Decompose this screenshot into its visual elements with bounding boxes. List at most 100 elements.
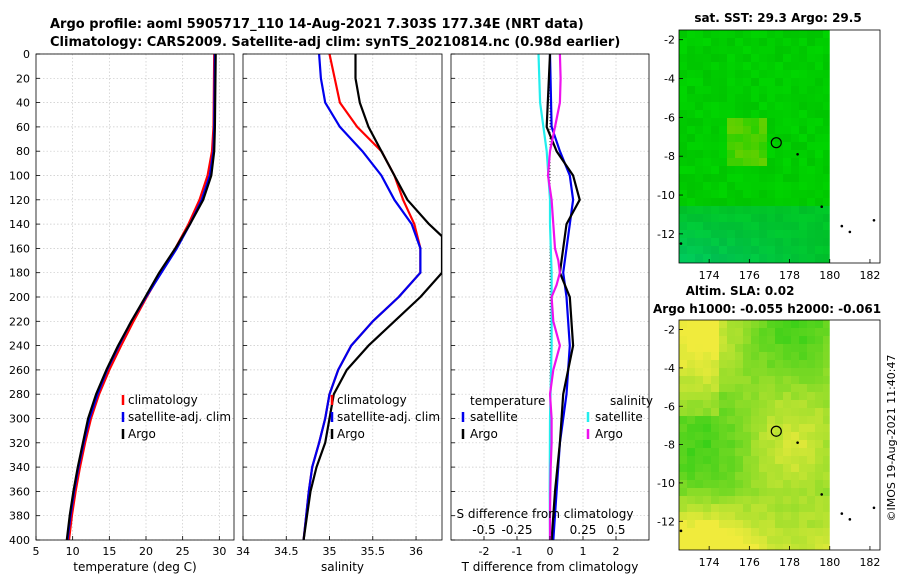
map-cell: [815, 392, 823, 400]
map-cell: [679, 368, 687, 376]
map-cell: [687, 328, 695, 336]
map-cell: [815, 528, 823, 536]
map-cell: [679, 464, 687, 472]
map-cell: [807, 262, 815, 263]
map-cell: [743, 448, 751, 456]
map-cell: [791, 158, 799, 166]
map-cell: [743, 126, 751, 134]
map-cell: [783, 102, 791, 110]
map-cell: [711, 230, 719, 238]
map-cell: [719, 360, 727, 368]
map-cell: [759, 230, 767, 238]
map-cell: [775, 360, 783, 368]
map-cell: [711, 384, 719, 392]
sst-map-title: sat. SST: 29.3 Argo: 29.5: [694, 11, 861, 25]
map-cell: [775, 70, 783, 78]
map-cell: [743, 480, 751, 488]
map-cell: [783, 142, 791, 150]
map-cell: [719, 408, 727, 416]
map-cell: [695, 182, 703, 190]
map-cell: [791, 440, 799, 448]
map-cell: [711, 246, 719, 254]
map-cell: [759, 472, 767, 480]
map-cell: [823, 262, 830, 263]
map-cell: [783, 78, 791, 86]
map-cell: [767, 376, 775, 384]
map-cell: [823, 134, 830, 142]
map-cell: [679, 456, 687, 464]
map-cell: [711, 62, 719, 70]
map-cell: [695, 408, 703, 416]
map-cell: [735, 222, 743, 230]
map-cell: [799, 528, 807, 536]
map-cell: [815, 344, 823, 352]
map-cell: [711, 126, 719, 134]
map-cell: [823, 328, 830, 336]
map-cell: [775, 520, 783, 528]
map-cell: [767, 504, 775, 512]
map-cell: [759, 182, 767, 190]
y-tick-label: -4: [664, 362, 675, 375]
map-cell: [735, 174, 743, 182]
map-cell: [815, 480, 823, 488]
map-cell: [823, 472, 830, 480]
map-cell: [823, 78, 830, 86]
map-cell: [751, 238, 759, 246]
map-cell: [767, 246, 775, 254]
map-cell: [751, 142, 759, 150]
map-cell: [687, 520, 695, 528]
map-cell: [687, 262, 695, 263]
map-cell: [687, 512, 695, 520]
map-cell: [799, 46, 807, 54]
map-cell: [759, 238, 767, 246]
map-cell: [751, 480, 759, 488]
map-cell: [687, 336, 695, 344]
map-cell: [783, 496, 791, 504]
map-cell: [727, 416, 735, 424]
map-cell: [703, 544, 711, 550]
map-cell: [695, 198, 703, 206]
map-cell: [799, 182, 807, 190]
map-cell: [767, 320, 775, 328]
map-cell: [703, 320, 711, 328]
map-cell: [679, 392, 687, 400]
map-cell: [823, 62, 830, 70]
map-cell: [807, 158, 815, 166]
map-cell: [823, 496, 830, 504]
map-cell: [703, 408, 711, 416]
secondary-tick-label: -0.25: [501, 523, 532, 537]
map-cell: [687, 110, 695, 118]
map-cell: [807, 544, 815, 550]
map-cell: [703, 190, 711, 198]
map-cell: [767, 238, 775, 246]
map-cell: [703, 472, 711, 480]
map-cell: [695, 46, 703, 54]
map-cell: [767, 174, 775, 182]
map-cell: [719, 352, 727, 360]
map-cell: [799, 62, 807, 70]
map-cell: [807, 464, 815, 472]
map-cell: [759, 328, 767, 336]
map-cell: [687, 30, 695, 38]
map-cell: [783, 536, 791, 544]
map-cell: [679, 328, 687, 336]
map-cell: [783, 520, 791, 528]
map-cell: [799, 448, 807, 456]
map-cell: [695, 504, 703, 512]
map-cell: [799, 142, 807, 150]
map-cell: [703, 206, 711, 214]
map-cell: [775, 190, 783, 198]
map-cell: [727, 206, 735, 214]
map-cell: [799, 70, 807, 78]
map-cell: [735, 78, 743, 86]
map-cell: [719, 254, 727, 262]
map-cell: [727, 254, 735, 262]
map-cell: [807, 408, 815, 416]
map-cell: [743, 424, 751, 432]
map-cell: [743, 472, 751, 480]
map-cell: [815, 408, 823, 416]
map-cell: [719, 110, 727, 118]
map-cell: [695, 472, 703, 480]
map-cell: [711, 336, 719, 344]
